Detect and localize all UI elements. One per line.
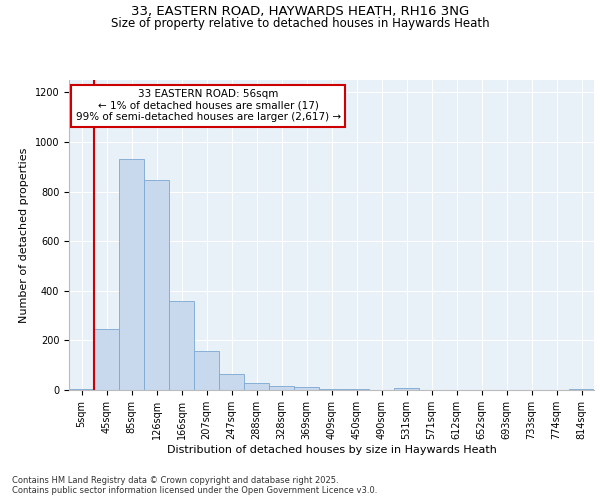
Bar xyxy=(119,160,144,390)
Bar xyxy=(94,329,119,390)
Bar xyxy=(244,382,269,390)
Y-axis label: Number of detached properties: Number of detached properties xyxy=(19,148,29,322)
Bar xyxy=(269,386,294,390)
Text: Size of property relative to detached houses in Haywards Heath: Size of property relative to detached ho… xyxy=(110,18,490,30)
Bar xyxy=(169,301,194,390)
Bar xyxy=(144,180,169,390)
X-axis label: Distribution of detached houses by size in Haywards Heath: Distribution of detached houses by size … xyxy=(167,444,496,454)
Bar xyxy=(319,389,344,390)
Text: Contains HM Land Registry data © Crown copyright and database right 2025.
Contai: Contains HM Land Registry data © Crown c… xyxy=(12,476,377,495)
Text: 33, EASTERN ROAD, HAYWARDS HEATH, RH16 3NG: 33, EASTERN ROAD, HAYWARDS HEATH, RH16 3… xyxy=(131,5,469,18)
Bar xyxy=(344,389,369,390)
Bar xyxy=(69,389,94,390)
Bar xyxy=(219,374,244,390)
Bar xyxy=(194,351,219,390)
Bar xyxy=(569,389,594,390)
Bar xyxy=(394,388,419,390)
Bar xyxy=(294,387,319,390)
Text: 33 EASTERN ROAD: 56sqm
← 1% of detached houses are smaller (17)
99% of semi-deta: 33 EASTERN ROAD: 56sqm ← 1% of detached … xyxy=(76,90,341,122)
